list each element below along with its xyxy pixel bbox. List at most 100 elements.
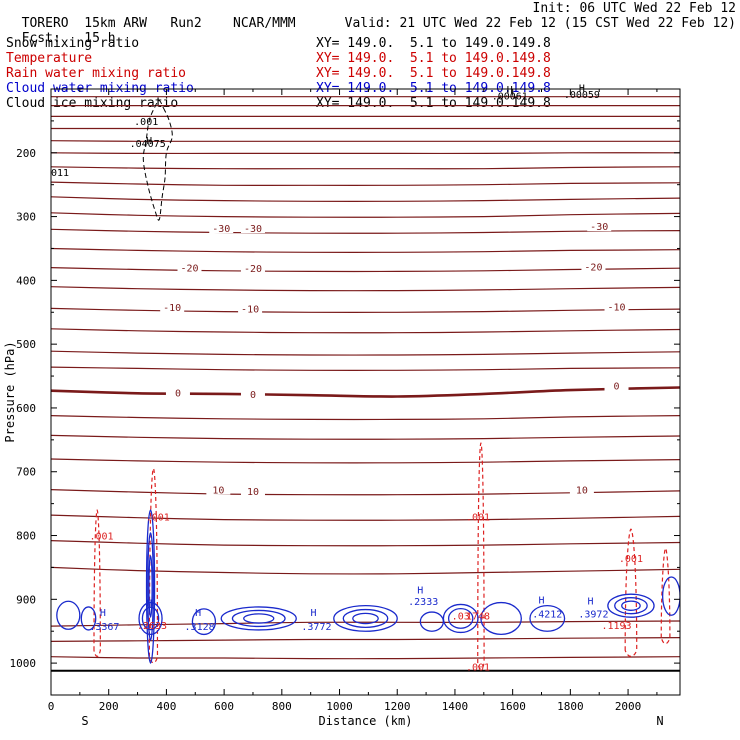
high-marker: H bbox=[588, 597, 594, 608]
isotherm-line bbox=[51, 350, 680, 356]
cloud-water-contour bbox=[607, 593, 655, 618]
rain-contour bbox=[477, 442, 485, 670]
rain-label: .001 bbox=[89, 532, 113, 543]
label-bg bbox=[238, 302, 263, 314]
ice-label: .001 bbox=[134, 117, 158, 128]
label-bg bbox=[177, 261, 202, 273]
isotherm-line bbox=[51, 386, 680, 398]
y-tick-label: 200 bbox=[16, 147, 36, 160]
isotherm-line bbox=[51, 415, 680, 421]
rain-contour bbox=[148, 467, 159, 664]
cloud-water-label: .3772 bbox=[301, 622, 331, 633]
ice-high-marker: H bbox=[507, 85, 513, 96]
ice-label: .00059 bbox=[564, 90, 600, 101]
rain-label: .2633 bbox=[137, 621, 167, 632]
y-tick-label: 500 bbox=[16, 338, 36, 351]
isotherm-label: -30 bbox=[244, 224, 262, 235]
isotherm-line bbox=[51, 637, 680, 642]
isotherm-label: 0 bbox=[250, 390, 256, 401]
x-tick-label: 400 bbox=[156, 700, 176, 713]
isotherm-line bbox=[51, 181, 680, 186]
cloud-water-contour bbox=[621, 600, 641, 611]
legend-name: Cloud ice mixing ratio bbox=[6, 96, 179, 111]
x-tick-label: 1000 bbox=[326, 700, 353, 713]
legend-xy: XY= 149.0. 5.1 to 149.0.149.8 bbox=[316, 51, 551, 66]
legend-name: Snow mixing ratio bbox=[6, 36, 140, 51]
label-bg bbox=[587, 220, 612, 232]
isotherm-line bbox=[51, 489, 680, 496]
cloud-water-contour bbox=[480, 601, 522, 636]
isotherm-line bbox=[51, 286, 680, 292]
isotherm-line bbox=[51, 328, 680, 334]
ice-contour bbox=[142, 100, 173, 221]
x-axis-title: Distance (km) bbox=[319, 714, 413, 728]
cloud-water-contour bbox=[141, 606, 160, 631]
isotherm-line bbox=[51, 566, 680, 575]
x-tick-label: 1400 bbox=[442, 700, 469, 713]
label-bg bbox=[209, 222, 234, 234]
cloud-water-contour bbox=[419, 611, 445, 632]
plot-area bbox=[51, 96, 680, 672]
cloud-water-contour bbox=[661, 576, 680, 616]
y-tick-label: 1000 bbox=[10, 657, 37, 670]
label-bg bbox=[581, 260, 606, 272]
label-bg bbox=[240, 387, 265, 399]
plot-frame bbox=[50, 88, 681, 696]
run-name: Run2 bbox=[170, 16, 202, 31]
isotherm-label: -20 bbox=[584, 262, 602, 273]
cloud-water-contour bbox=[147, 532, 154, 641]
isotherm-label: -10 bbox=[241, 304, 259, 315]
label-bg bbox=[240, 222, 265, 234]
label-bg bbox=[206, 483, 231, 495]
cloud-water-contour bbox=[56, 600, 81, 630]
endpoint-left: S bbox=[81, 714, 88, 728]
x-tick-label: 800 bbox=[272, 700, 292, 713]
isotherm-label: 0 bbox=[614, 382, 620, 393]
cloud-water-contour bbox=[442, 603, 479, 634]
forecast-hour: 15 h bbox=[84, 31, 116, 46]
isotherm-line bbox=[51, 307, 680, 313]
y-tick-label: 600 bbox=[16, 402, 36, 415]
label-bg bbox=[240, 484, 265, 496]
isotherm-line bbox=[51, 212, 680, 218]
isotherm-label: 10 bbox=[247, 487, 259, 498]
isotherm-label: -30 bbox=[212, 224, 230, 235]
high-marker: H bbox=[100, 608, 106, 619]
label-bg bbox=[604, 300, 629, 312]
label-bg bbox=[569, 483, 594, 495]
isotherm-line bbox=[51, 656, 680, 660]
cloud-water-contour bbox=[231, 609, 286, 628]
cloud-water-contour bbox=[191, 608, 217, 636]
rain-label: .001 bbox=[619, 554, 643, 565]
x-tick-label: 1200 bbox=[384, 700, 411, 713]
cloud-water-contour bbox=[145, 509, 156, 664]
isotherm-line bbox=[51, 366, 680, 371]
rain-label: .1193 bbox=[601, 621, 631, 632]
resolution: 15km ARW bbox=[84, 16, 147, 31]
y-tick-label: 400 bbox=[16, 274, 36, 287]
isotherm-line bbox=[51, 196, 680, 202]
cloud-water-label: .2333 bbox=[408, 597, 438, 608]
high-marker: H bbox=[538, 595, 544, 606]
label-bg bbox=[604, 379, 629, 391]
cloud-water-label: .4212 bbox=[532, 609, 562, 620]
legend-xy: XY= 149.0. 5.1 to 149.0.149.8 bbox=[316, 66, 551, 81]
valid-time: Valid: 21 UTC Wed 22 Feb 12 (15 CST Wed … bbox=[344, 16, 736, 31]
x-tick-label: 600 bbox=[214, 700, 234, 713]
ice-label: 011 bbox=[51, 168, 69, 179]
x-tick-label: 2000 bbox=[615, 700, 642, 713]
cloud-water-contour bbox=[148, 555, 153, 618]
isotherm-line bbox=[51, 540, 680, 547]
legend-name: Rain water mixing ratio bbox=[6, 66, 187, 81]
cloud-water-contour bbox=[614, 597, 648, 615]
x-tick-label: 200 bbox=[99, 700, 119, 713]
y-tick-label: 700 bbox=[16, 466, 36, 479]
cloud-water-contour bbox=[220, 606, 297, 631]
high-marker: H bbox=[146, 136, 152, 147]
cloud-water-label: .3367 bbox=[89, 622, 119, 633]
y-tick-label: 900 bbox=[16, 593, 36, 606]
rain-label: 1748 bbox=[466, 611, 490, 622]
label-bg bbox=[165, 386, 190, 398]
isotherm-label: -30 bbox=[590, 222, 608, 233]
